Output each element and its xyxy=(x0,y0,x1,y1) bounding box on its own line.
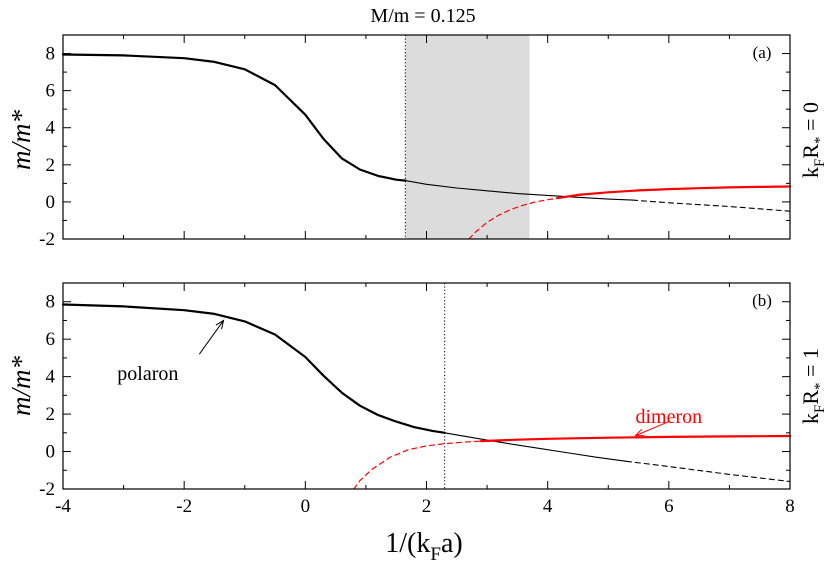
x-tick-labels: -4 -2 0 2 4 6 8 xyxy=(55,496,795,517)
y-axis-label-b: m/m* xyxy=(6,356,36,416)
y-tick-label: -2 xyxy=(39,479,55,500)
annotation-arrow-head xyxy=(634,428,645,437)
series-line-dimeron-solid xyxy=(555,185,792,200)
side-label-b: kFR* = 1 xyxy=(798,348,828,424)
annotation-polaron: polaron xyxy=(117,363,178,385)
y-axis-label-a: m/m* xyxy=(6,110,36,170)
x-tick-label: -2 xyxy=(176,496,192,517)
annotation-arrow-head xyxy=(215,319,225,330)
y-tick-label: 8 xyxy=(46,44,56,65)
series-line-dimeron-dashed xyxy=(353,440,482,490)
panel-b-annotations: polaron dimeron xyxy=(117,319,703,437)
y-tick-label: 6 xyxy=(46,329,56,350)
annotation-arrow-line xyxy=(635,421,670,437)
annotation-dimeron: dimeron xyxy=(636,406,703,428)
x-tick-label: 4 xyxy=(543,496,553,517)
x-tick-label: 0 xyxy=(301,496,311,517)
shaded-region xyxy=(405,35,530,239)
y-tick-label: 0 xyxy=(46,192,56,213)
y-tick-label: 4 xyxy=(46,118,56,139)
x-tick-label: 2 xyxy=(422,496,432,517)
side-label-a: kFR* = 0 xyxy=(798,102,828,178)
y-tick-label: 6 xyxy=(46,81,56,102)
series-line-dimeron-dashed xyxy=(468,197,558,240)
panel-b: -2 0 2 4 6 8 polaron dimeron (b) m/m* kFR* = 1 xyxy=(6,282,828,500)
panel-b-ticks: -2 0 2 4 6 8 xyxy=(39,282,791,500)
y-tick-label: -2 xyxy=(39,229,55,250)
panel-a-ticks: -2 0 2 4 6 8 xyxy=(39,34,791,250)
panel-tag-b: (b) xyxy=(752,291,772,310)
y-tick-label: 0 xyxy=(46,442,56,463)
x-tick-label: 8 xyxy=(785,496,795,517)
series-line-polaron-thin xyxy=(444,432,627,462)
y-tick-label: 8 xyxy=(46,292,56,313)
annotation-arrow-line xyxy=(198,320,224,355)
series-line-dimeron-solid xyxy=(479,434,792,443)
y-tick-label: 2 xyxy=(46,155,56,176)
panel-a-series xyxy=(61,53,792,240)
y-tick-label: 2 xyxy=(46,404,56,425)
chart-title: M/m = 0.125 xyxy=(370,5,475,27)
y-tick-label: 4 xyxy=(46,367,56,388)
panel-b-series xyxy=(61,303,792,490)
series-line-polaron-dashed xyxy=(625,460,791,483)
series-line-polaron-thick xyxy=(61,53,407,182)
x-tick-label: 6 xyxy=(664,496,674,517)
x-axis-label: 1/(kFa) xyxy=(385,528,462,564)
x-tick-label: -4 xyxy=(55,496,71,517)
shaded-band xyxy=(405,35,530,239)
panel-b-frame xyxy=(62,282,791,490)
series-line-polaron-thin xyxy=(404,180,634,201)
series-line-polaron-thick xyxy=(61,303,446,434)
panel-a: -2 0 2 4 6 8 (a) m/m* kFR* = 0 xyxy=(6,34,828,250)
series-line-polaron-dashed xyxy=(631,199,791,212)
panel-tag-a: (a) xyxy=(753,43,772,62)
